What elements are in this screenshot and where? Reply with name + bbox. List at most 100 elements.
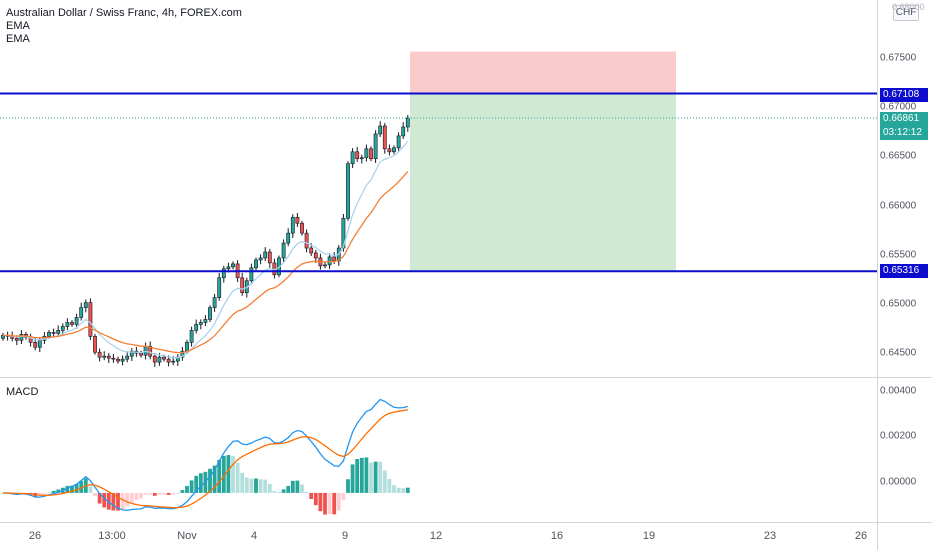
candle-body [198, 322, 203, 325]
candle-body [217, 277, 222, 298]
candle-body [304, 232, 309, 249]
macd-histogram-bar [392, 485, 396, 493]
candle-body [125, 355, 130, 360]
current-price-label: 0.66861 [880, 112, 928, 126]
macd-histogram-bar [221, 455, 226, 493]
macd-histogram-bar [212, 465, 217, 493]
macd-histogram-bar [300, 484, 304, 493]
symbol-title[interactable]: Australian Dollar / Swiss Franc, 4h, FOR… [6, 7, 242, 19]
macd-histogram-bar [309, 492, 314, 499]
macd-histogram-bar [157, 492, 162, 495]
macd-histogram-bar [189, 480, 194, 493]
price-tick: 0.65000 [880, 298, 917, 310]
candle-body [212, 297, 217, 308]
macd-histogram-bar [148, 492, 153, 495]
candle-body [185, 341, 189, 352]
candle-body [203, 319, 208, 323]
macd-histogram-bar [217, 459, 222, 493]
macd-histogram-bar [65, 485, 70, 493]
candle-body [79, 307, 84, 318]
time-tick: 23 [763, 530, 777, 542]
macd-histogram-bar [295, 480, 300, 493]
macd-indicator-label[interactable]: MACD [6, 386, 39, 398]
macd-histogram-bar [387, 479, 392, 493]
price-tick: 0.64500 [880, 347, 917, 359]
time-tick: 13:00 [98, 530, 126, 542]
candle-body [208, 307, 212, 320]
macd-histogram-bar [79, 480, 84, 493]
price-tick: 0.67000 [880, 101, 917, 113]
macd-histogram-bar [327, 492, 332, 515]
candle-body [102, 355, 107, 358]
macd-histogram-bar [336, 492, 341, 511]
candle-body [162, 356, 166, 360]
macd-histogram-bar [139, 492, 143, 499]
ema-fast-line [2, 140, 409, 359]
macd-histogram-bar [290, 480, 295, 493]
candle-body [83, 302, 88, 308]
candle-body [51, 332, 56, 334]
macd-histogram-bar [373, 461, 378, 493]
candle-body [189, 330, 194, 343]
macd-histogram-bar [125, 492, 130, 507]
candle-body [152, 355, 157, 363]
macd-histogram-bar [235, 462, 240, 493]
candle-body [194, 324, 199, 331]
candle-body [143, 345, 148, 356]
macd-histogram-bar [93, 492, 97, 497]
macd-histogram-bar [254, 478, 258, 493]
macd-line [2, 398, 408, 512]
candle-body [47, 332, 51, 337]
macd-histogram-bar [382, 470, 387, 493]
stop-loss-zone [410, 51, 676, 94]
macd-histogram-bar [171, 492, 176, 495]
macd-histogram-bar [405, 487, 410, 493]
macd-histogram-bar [120, 492, 125, 510]
candle-body [401, 126, 406, 137]
macd-histogram-bar [185, 485, 189, 493]
macd-histogram-bar [364, 457, 369, 493]
macd-histogram-bar [401, 488, 406, 493]
macd-tick: 0.00000 [880, 476, 917, 488]
macd-histogram-bar [134, 492, 139, 501]
candle-body [231, 263, 235, 268]
ema-indicator-label-1[interactable]: EMA [6, 20, 30, 32]
time-tick: 4 [250, 530, 258, 542]
candle-body [106, 355, 111, 359]
time-tick: 12 [429, 530, 443, 542]
time-tick: 26 [854, 530, 868, 542]
candle-body [369, 148, 373, 160]
macd-histogram-bar [47, 492, 51, 493]
pane-separator[interactable] [0, 377, 932, 378]
candle-body [290, 216, 295, 234]
candle-body [405, 117, 410, 128]
macd-histogram-bar [97, 492, 102, 504]
macd-histogram-bar [263, 479, 268, 493]
candle-body [309, 247, 314, 254]
currency-button[interactable]: CHF [893, 5, 919, 21]
ema-indicator-label-2[interactable]: EMA [6, 33, 30, 45]
macd-histogram-bar [116, 492, 120, 511]
macd-histogram-bar [74, 483, 79, 493]
macd-histogram-bar [102, 492, 107, 508]
macd-tick: 0.00200 [880, 430, 917, 442]
candle-body [332, 256, 337, 262]
macd-histogram-bar [42, 492, 47, 495]
macd-histogram-bar [286, 485, 291, 493]
macd-histogram-bar [277, 491, 281, 493]
candle-body [281, 242, 286, 259]
macd-histogram-bar [240, 472, 245, 493]
candle-body [378, 125, 383, 135]
candle-body [295, 216, 300, 224]
candle-body [171, 360, 176, 363]
macd-histogram-bar [304, 492, 309, 493]
candle-body [88, 302, 93, 337]
macd-histogram-bar [152, 492, 157, 496]
support-price-label: 0.65316 [880, 264, 928, 278]
candle-body [221, 268, 226, 279]
bar-countdown-label: 03:12:12 [880, 126, 928, 140]
candle-body [350, 151, 355, 164]
candle-body [37, 339, 42, 348]
